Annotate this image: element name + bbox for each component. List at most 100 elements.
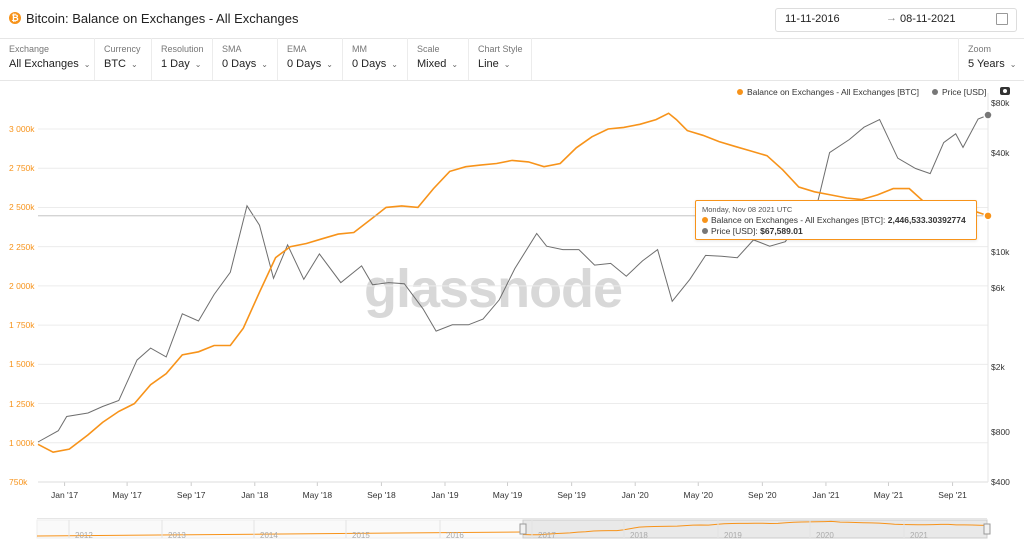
sma-select[interactable]: SMA 0 Days ⌄ [213, 38, 278, 80]
chevron-down-icon: ⌄ [326, 60, 333, 69]
chevron-down-icon: ⌄ [391, 60, 398, 69]
legend-marker-icon [932, 88, 938, 95]
control-value: 0 Days [222, 58, 257, 70]
y-right-tick-label: $2k [991, 361, 1005, 372]
bitcoin-icon: ₿ [9, 12, 21, 24]
calendar-icon[interactable] [996, 13, 1008, 25]
control-value: Line [478, 58, 499, 70]
x-tick-label: Sep '17 [176, 490, 206, 500]
mm-select[interactable]: MM 0 Days ⌄ [343, 38, 408, 80]
control-label: Chart Style [478, 44, 523, 54]
tooltip-marker-icon [702, 216, 708, 223]
x-tick-label: May '18 [302, 490, 333, 500]
x-tick-label: May '21 [873, 490, 904, 500]
legend-label: Balance on Exchanges - All Exchanges [BT… [747, 87, 919, 97]
tooltip-marker-icon [702, 227, 708, 234]
y-left-tick-label: 1 750k [9, 320, 35, 331]
x-tick-label: Sep '18 [367, 490, 396, 500]
time-navigator[interactable] [37, 518, 987, 541]
chevron-down-icon: ⌄ [194, 60, 202, 69]
ema-select[interactable]: EMA 0 Days ⌄ [278, 38, 343, 80]
date-range-picker[interactable]: 11-11-2016 → 08-11-2021 [775, 8, 1017, 32]
control-label: Resolution [161, 44, 204, 54]
y-right-tick-label: $80k [991, 98, 1010, 108]
navigator-year-label: 2018 [630, 531, 648, 540]
chevron-down-icon: ⌄ [1009, 60, 1017, 69]
navigator-handle-right[interactable] [983, 523, 991, 535]
watermark: glassnode [364, 259, 623, 319]
scale-select[interactable]: Scale Mixed ⌄ [408, 38, 469, 80]
tooltip-price-value: $67,589.01 [760, 226, 803, 236]
control-label: MM [352, 44, 367, 54]
navigator-year-label: 2021 [910, 531, 928, 540]
x-tick-label: Jan '18 [241, 490, 269, 500]
control-value: Mixed [417, 58, 447, 70]
navigator-history-line [36, 531, 524, 537]
y-right-tick-label: $40k [991, 147, 1010, 158]
arrow-right-icon: → [886, 12, 897, 24]
control-value: 0 Days [352, 58, 387, 70]
control-label: Currency [104, 44, 141, 54]
control-value: All Exchanges [9, 58, 79, 70]
navigator-year-label: 2013 [168, 531, 186, 540]
title-bar: ₿ Bitcoin: Balance on Exchanges - All Ex… [0, 0, 1024, 39]
x-tick-label: Jan '17 [50, 490, 79, 500]
resolution-select[interactable]: Resolution 1 Day ⌄ [152, 38, 213, 80]
currency-select[interactable]: Currency BTC ⌄ [95, 38, 152, 80]
y-left-tick-label: 1 250k [9, 398, 35, 409]
camera-icon[interactable] [1000, 87, 1010, 95]
legend-marker-icon [737, 88, 743, 95]
control-value: 1 Day [161, 58, 190, 70]
chart-tooltip: Monday, Nov 08 2021 UTC Balance on Excha… [695, 200, 977, 240]
tooltip-balance-value: 2,446,533.30392774 [887, 215, 966, 225]
y-left-tick-label: 750k [9, 477, 28, 487]
chart-style-select[interactable]: Chart Style Line ⌄ [469, 38, 532, 80]
price-series-line [37, 114, 989, 443]
chevron-down-icon: ⌄ [261, 60, 268, 69]
control-label: Exchange [9, 44, 50, 54]
balance-series-line [37, 112, 989, 454]
legend-item-balance[interactable]: Balance on Exchanges - All Exchanges [BT… [737, 87, 919, 97]
x-tick-label: May '17 [112, 490, 142, 500]
control-value: 0 Days [287, 58, 322, 70]
y-left-tick-label: 1 000k [9, 437, 35, 448]
chart-controls: Exchange All Exchanges ⌄ Currency BTC ⌄ Re… [0, 38, 1024, 81]
y-right-tick-label: $400 [991, 477, 1010, 487]
tooltip-price-label: Price [USD]: [711, 226, 758, 236]
y-right-tick-label: $800 [991, 427, 1010, 438]
zoom-select[interactable]: Zoom 5 Years ⌄ [958, 38, 1024, 80]
chevron-down-icon: ⌄ [131, 60, 138, 69]
chevron-down-icon: ⌄ [83, 60, 91, 69]
navigator-year-label: 2014 [260, 531, 278, 540]
legend-label: Price [USD] [942, 87, 987, 97]
balance-hover-point [983, 211, 993, 221]
navigator-handle-left[interactable] [519, 523, 527, 535]
control-value: 5 Years [968, 58, 1005, 70]
price-hover-point [983, 110, 993, 120]
navigator-year-label: 2016 [446, 531, 464, 540]
control-label: SMA [222, 44, 242, 54]
y-left-tick-label: 2 000k [9, 280, 35, 291]
navigator-year-label: 2020 [816, 531, 834, 540]
x-tick-label: Jan '21 [812, 490, 840, 500]
y-left-tick-label: 1 500k [9, 359, 35, 370]
control-label: Scale [417, 44, 440, 54]
navigator-year-label: 2015 [352, 531, 370, 540]
exchange-select[interactable]: Exchange All Exchanges ⌄ [0, 38, 95, 80]
tooltip-date: Monday, Nov 08 2021 UTC [702, 205, 793, 214]
chevron-down-icon: ⌄ [451, 60, 459, 69]
y-left-tick-label: 3 000k [9, 124, 35, 134]
control-label: Zoom [968, 44, 992, 54]
x-tick-label: Sep '20 [748, 490, 777, 500]
x-tick-label: Jan '20 [621, 490, 649, 500]
y-left-tick-label: 2 250k [9, 241, 35, 252]
date-from[interactable]: 11-11-2016 [785, 13, 840, 25]
x-tick-label: Sep '19 [557, 490, 586, 500]
navigator-year-label: 2012 [75, 531, 93, 540]
x-tick-label: May '20 [683, 490, 714, 500]
date-to[interactable]: 08-11-2021 [900, 13, 956, 25]
y-left-tick-label: 2 750k [9, 163, 35, 174]
legend-item-price[interactable]: Price [USD] [932, 87, 986, 97]
x-tick-label: Jan '19 [431, 490, 459, 500]
